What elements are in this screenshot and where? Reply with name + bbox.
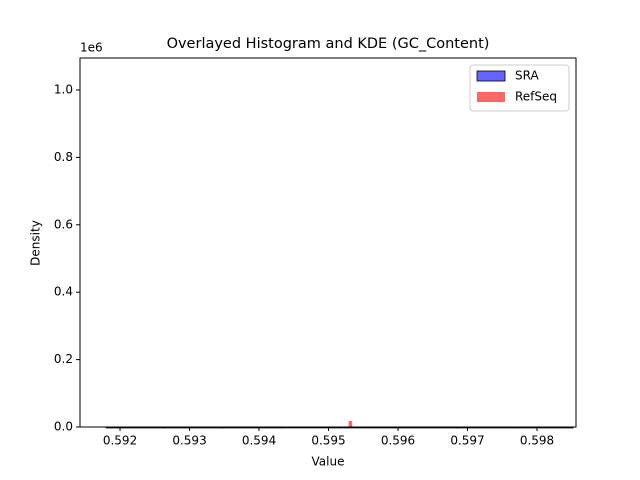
legend-swatch bbox=[477, 92, 505, 102]
chart-title: Overlayed Histogram and KDE (GC_Content) bbox=[167, 36, 490, 52]
x-tick-label: 0.593 bbox=[172, 434, 206, 448]
y-axis-label: Density bbox=[29, 220, 43, 266]
x-axis-label: Value bbox=[312, 455, 345, 469]
y-offset-label: 1e6 bbox=[80, 41, 103, 55]
y-tick-label: 0.2 bbox=[54, 352, 73, 366]
legend-label: RefSeq bbox=[515, 90, 557, 104]
x-tick-label: 0.597 bbox=[450, 434, 484, 448]
y-tick-label: 0.8 bbox=[54, 150, 73, 164]
x-tick-label: 0.594 bbox=[242, 434, 276, 448]
x-tick-label: 0.592 bbox=[103, 434, 137, 448]
y-tick-label: 0.0 bbox=[54, 420, 73, 434]
plot-frame bbox=[79, 57, 577, 428]
x-tick-label: 0.595 bbox=[311, 434, 345, 448]
y-tick-label: 0.4 bbox=[54, 285, 73, 299]
y-tick-label: 1.0 bbox=[54, 83, 73, 97]
x-tick-label: 0.596 bbox=[381, 434, 415, 448]
legend-swatch bbox=[476, 70, 506, 82]
histogram-bar bbox=[348, 420, 353, 427]
y-tick-label: 0.6 bbox=[54, 217, 73, 231]
legend-label: SRA bbox=[515, 69, 539, 83]
x-tick-label: 0.598 bbox=[520, 434, 554, 448]
